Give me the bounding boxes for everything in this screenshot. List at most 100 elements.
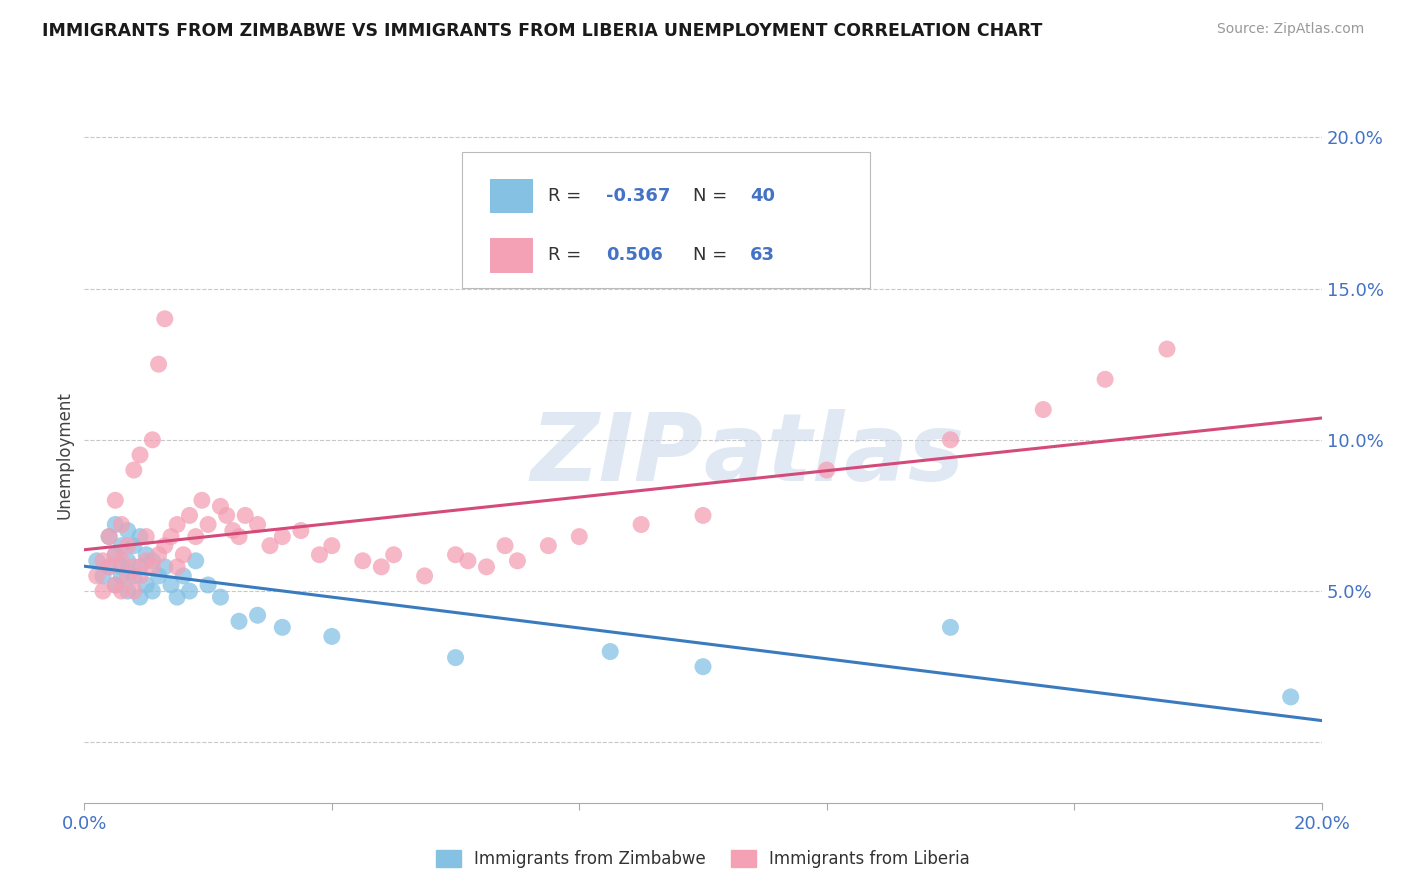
Text: 40: 40 bbox=[749, 187, 775, 205]
Point bbox=[135, 554, 157, 568]
Text: R =: R = bbox=[548, 187, 588, 205]
Point bbox=[444, 548, 467, 562]
Point bbox=[166, 590, 188, 604]
Point bbox=[153, 539, 176, 553]
Point bbox=[141, 433, 163, 447]
Point bbox=[259, 539, 281, 553]
Point bbox=[141, 584, 163, 599]
FancyBboxPatch shape bbox=[461, 153, 870, 288]
Point bbox=[117, 569, 139, 583]
Text: IMMIGRANTS FROM ZIMBABWE VS IMMIGRANTS FROM LIBERIA UNEMPLOYMENT CORRELATION CHA: IMMIGRANTS FROM ZIMBABWE VS IMMIGRANTS F… bbox=[42, 22, 1043, 40]
Point bbox=[166, 559, 188, 574]
Point bbox=[104, 548, 127, 562]
Point bbox=[104, 517, 127, 532]
Point bbox=[122, 559, 145, 574]
Point bbox=[129, 448, 152, 462]
Point bbox=[148, 548, 170, 562]
Text: N =: N = bbox=[693, 246, 733, 264]
Point bbox=[110, 584, 132, 599]
Point bbox=[228, 530, 250, 544]
Point bbox=[86, 554, 108, 568]
Point bbox=[271, 620, 294, 634]
Point bbox=[382, 548, 405, 562]
Point bbox=[91, 554, 114, 568]
Text: ZIP: ZIP bbox=[530, 409, 703, 501]
Point bbox=[271, 530, 294, 544]
Text: 63: 63 bbox=[749, 246, 775, 264]
Point bbox=[135, 578, 157, 592]
Text: R =: R = bbox=[548, 246, 588, 264]
Point bbox=[172, 569, 194, 583]
Point bbox=[160, 578, 183, 592]
Point bbox=[228, 615, 250, 629]
Point bbox=[172, 548, 194, 562]
Point bbox=[321, 629, 343, 643]
Bar bbox=[491, 178, 533, 213]
Point bbox=[494, 539, 516, 553]
Point bbox=[104, 578, 127, 592]
Point bbox=[117, 554, 139, 568]
Point bbox=[179, 584, 201, 599]
Point bbox=[148, 357, 170, 371]
Point bbox=[939, 620, 962, 634]
Point bbox=[141, 554, 163, 568]
Point bbox=[122, 584, 145, 599]
Point bbox=[135, 530, 157, 544]
Point bbox=[98, 559, 121, 574]
Point bbox=[290, 524, 312, 538]
Point bbox=[692, 659, 714, 673]
Point bbox=[86, 569, 108, 583]
Point bbox=[129, 559, 152, 574]
Point bbox=[692, 508, 714, 523]
Point bbox=[215, 508, 238, 523]
Point bbox=[91, 569, 114, 583]
Legend: Immigrants from Zimbabwe, Immigrants from Liberia: Immigrants from Zimbabwe, Immigrants fro… bbox=[429, 843, 977, 875]
Point bbox=[160, 530, 183, 544]
Point bbox=[153, 311, 176, 326]
Point bbox=[104, 493, 127, 508]
Point bbox=[1279, 690, 1302, 704]
Point bbox=[117, 539, 139, 553]
Point bbox=[1156, 342, 1178, 356]
Point bbox=[370, 559, 392, 574]
Point bbox=[457, 554, 479, 568]
Point bbox=[148, 569, 170, 583]
Point bbox=[222, 524, 245, 538]
Point bbox=[110, 517, 132, 532]
Point bbox=[153, 559, 176, 574]
Point bbox=[537, 539, 560, 553]
Text: Source: ZipAtlas.com: Source: ZipAtlas.com bbox=[1216, 22, 1364, 37]
Text: atlas: atlas bbox=[703, 409, 965, 501]
Point bbox=[91, 584, 114, 599]
Point bbox=[246, 608, 269, 623]
Point bbox=[939, 433, 962, 447]
Point bbox=[506, 554, 529, 568]
Y-axis label: Unemployment: Unemployment bbox=[55, 391, 73, 519]
Point bbox=[110, 569, 132, 583]
Point bbox=[184, 530, 207, 544]
Point bbox=[1094, 372, 1116, 386]
Point bbox=[246, 517, 269, 532]
Point bbox=[98, 559, 121, 574]
Point bbox=[815, 463, 838, 477]
Point bbox=[117, 584, 139, 599]
Point bbox=[197, 517, 219, 532]
Point bbox=[104, 578, 127, 592]
Point bbox=[98, 530, 121, 544]
Point bbox=[110, 539, 132, 553]
Point bbox=[122, 569, 145, 583]
Point bbox=[110, 559, 132, 574]
Point bbox=[117, 524, 139, 538]
Point bbox=[129, 569, 152, 583]
Point bbox=[110, 554, 132, 568]
Text: -0.367: -0.367 bbox=[606, 187, 671, 205]
Point bbox=[352, 554, 374, 568]
Point bbox=[630, 517, 652, 532]
Point bbox=[184, 554, 207, 568]
Point bbox=[413, 569, 436, 583]
Point bbox=[321, 539, 343, 553]
Point bbox=[122, 463, 145, 477]
Point bbox=[191, 493, 214, 508]
Text: 0.506: 0.506 bbox=[606, 246, 664, 264]
Point bbox=[1032, 402, 1054, 417]
